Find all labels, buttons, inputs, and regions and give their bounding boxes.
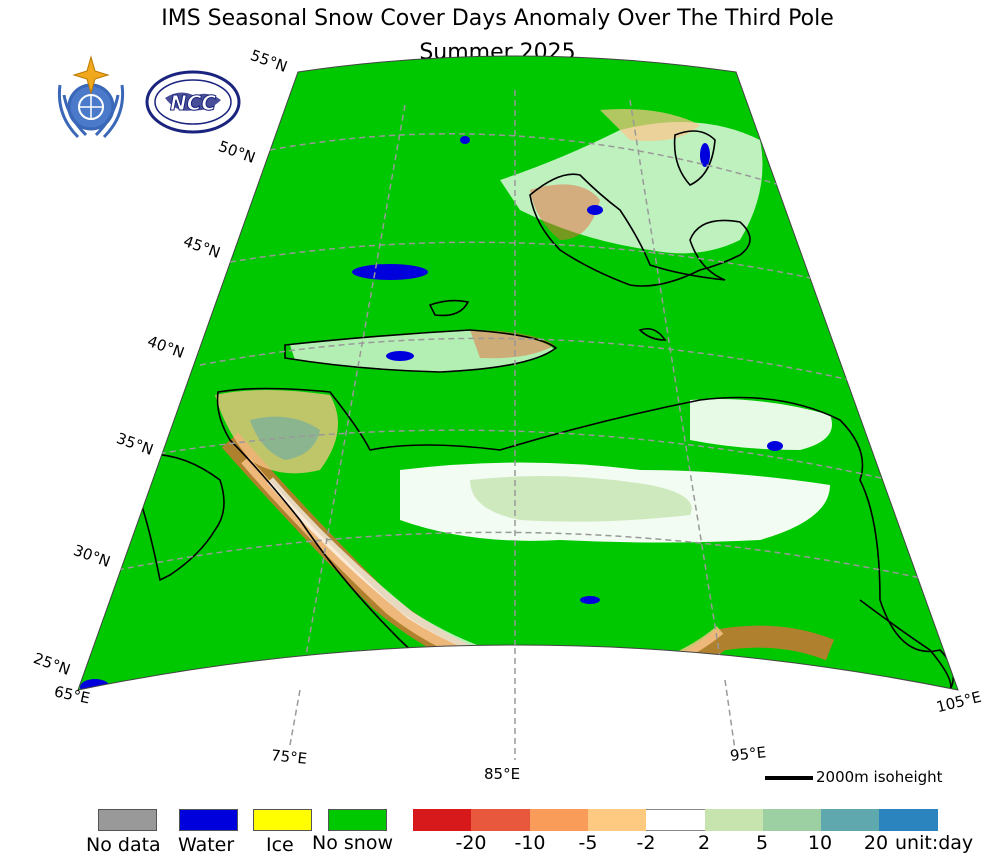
legend-water-label: Water	[178, 834, 235, 856]
wmo-logo	[57, 55, 125, 139]
grid-lat-30	[117, 531, 931, 581]
latitude-grid	[117, 133, 931, 581]
contour-southeast	[859, 599, 952, 690]
colorbar-segment	[879, 809, 939, 831]
colorbar-tick: 20	[863, 832, 889, 854]
colorbar-tick: 10	[807, 832, 833, 854]
contour-tarbagatay	[428, 299, 470, 317]
lake-uvs	[587, 205, 603, 215]
colorbar-tick: -20	[455, 832, 487, 854]
lake-khovsgol	[700, 143, 710, 167]
map-title: IMS Seasonal Snow Cover Days Anomaly Ove…	[161, 6, 834, 31]
lake-issyk-kul	[386, 351, 414, 361]
colorbar-tick: 2	[697, 832, 711, 854]
plateau-snow-green-light	[470, 476, 692, 522]
contour-iran	[139, 453, 225, 582]
contour-sayan	[673, 130, 716, 186]
lake-zaysan	[460, 136, 470, 144]
grid-lat-40	[199, 337, 851, 381]
contour-tianshan	[284, 329, 558, 373]
pamir-blue-speckle	[250, 416, 320, 460]
colorbar-tick: -10	[514, 832, 546, 854]
grid-lat-35	[149, 429, 891, 481]
contour-altai	[529, 173, 751, 287]
lon-label-95: 95°E	[729, 743, 767, 765]
lon-label-75: 75°E	[270, 746, 308, 768]
lake-balkhash	[352, 264, 428, 280]
legend-ice-label: Ice	[266, 834, 294, 856]
east-tibet-snow	[690, 399, 832, 450]
sayan-anomaly	[600, 109, 700, 141]
contour-bogda	[638, 327, 667, 341]
legend-ice-swatch	[253, 809, 312, 831]
tianshan-orange	[470, 330, 555, 359]
colorbar-segment	[529, 809, 589, 831]
map-land-area	[78, 56, 958, 690]
altai-orange	[530, 184, 600, 240]
colorbar-tick: -5	[578, 832, 598, 854]
colorbar-unit-label: unit:day	[895, 832, 974, 854]
lon-label-85: 85°E	[484, 765, 521, 783]
colorbar-segment	[587, 809, 647, 831]
colorbar-segment	[471, 809, 531, 831]
colorbar-segment	[821, 809, 881, 831]
longitude-grid	[289, 90, 736, 690]
grid-lon-75	[289, 104, 406, 690]
legend-nodata-swatch	[98, 809, 157, 831]
colorbar-tick: 5	[755, 832, 769, 854]
colorbar-tick: -2	[636, 832, 656, 854]
legend-nosnow-swatch	[328, 809, 387, 831]
colorbar-segment	[413, 809, 472, 831]
colorbar-segment	[762, 809, 822, 831]
colorbar-segment	[646, 809, 706, 831]
map-boundary	[77, 55, 959, 691]
legend-water-swatch	[179, 809, 238, 831]
grid-lat-45	[229, 241, 821, 281]
lake-qinghai	[767, 441, 783, 451]
legend-nosnow-label: No snow	[312, 832, 393, 854]
colorbar-segment	[704, 809, 764, 831]
lake-siling	[580, 596, 600, 604]
legend-nodata-label: No data	[86, 834, 161, 856]
grid-lat-50	[269, 133, 781, 186]
svg-text:NCC: NCC	[170, 91, 216, 115]
ncc-logo: NCC	[145, 70, 241, 134]
scale-bar-label: 2000m isoheight	[816, 768, 943, 786]
